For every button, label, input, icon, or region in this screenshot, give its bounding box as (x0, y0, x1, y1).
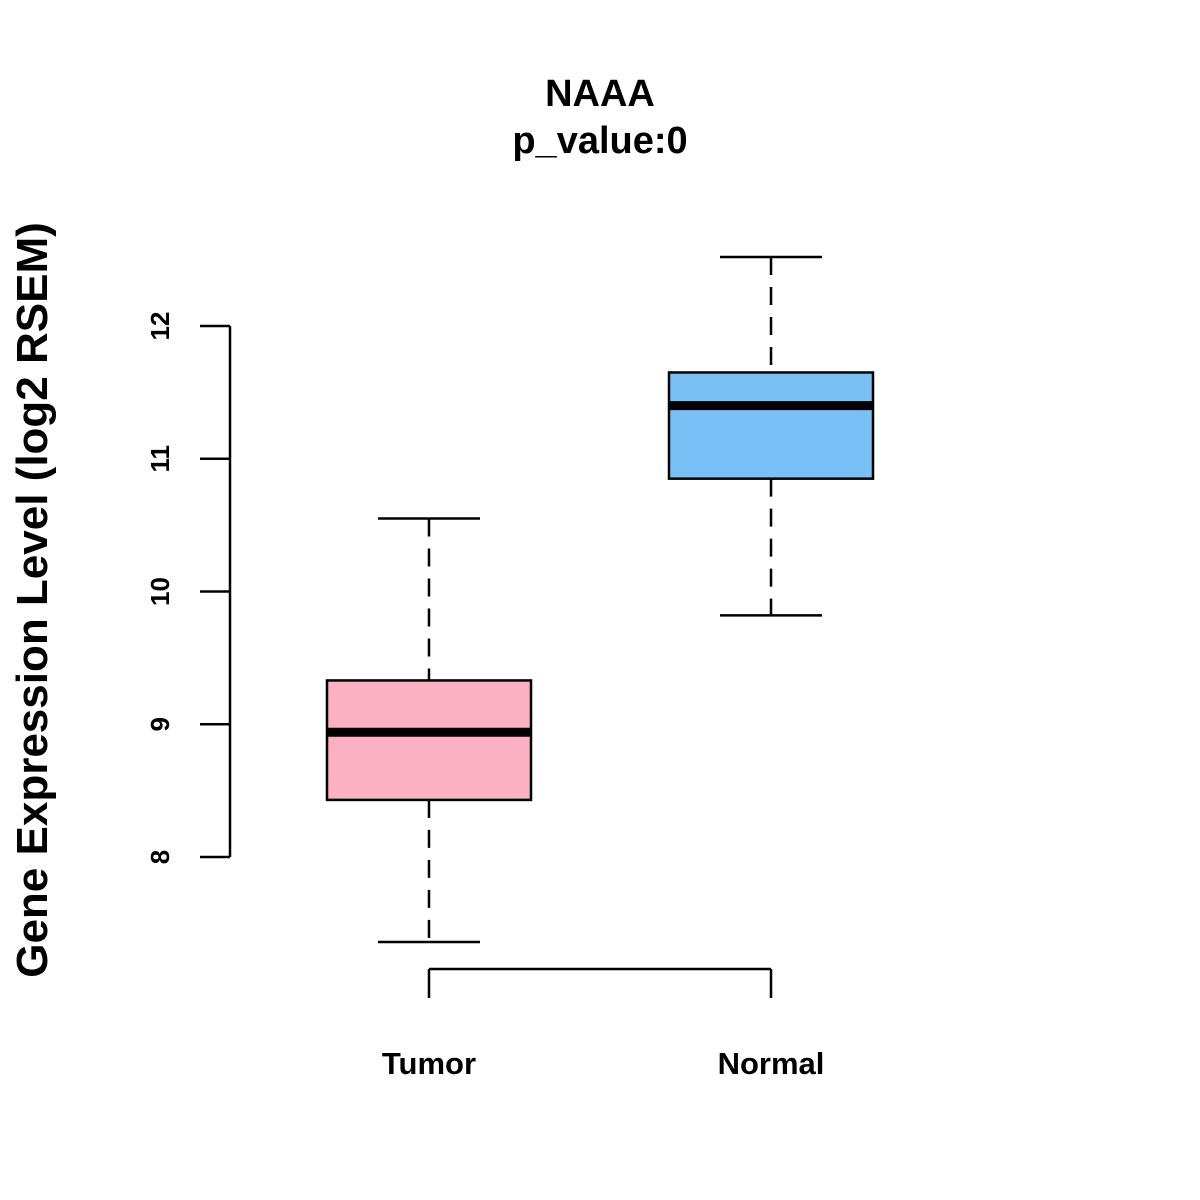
axes-group: 8 9 10 11 12 (145, 312, 773, 998)
iqr-box (325, 679, 533, 802)
y-tick-label: 11 (145, 445, 175, 473)
y-axis-label: Gene Expression Level (log2 RSEM) (8, 222, 57, 978)
x-category-label-normal: Normal (718, 1046, 825, 1081)
chart-subtitle: p_value:0 (512, 120, 687, 162)
x-category-labels: Tumor Normal (382, 1046, 824, 1081)
x-category-label-tumor: Tumor (382, 1046, 476, 1081)
iqr-box (667, 371, 875, 480)
y-tick-label: 9 (145, 717, 175, 731)
box-tumor (325, 517, 533, 944)
chart-title: NAAA (545, 73, 655, 115)
box-normal (667, 255, 875, 617)
boxes-group (325, 255, 875, 944)
y-tick-label: 8 (145, 850, 175, 864)
y-tick-label: 12 (145, 312, 175, 341)
y-tick-label: 10 (145, 577, 175, 606)
